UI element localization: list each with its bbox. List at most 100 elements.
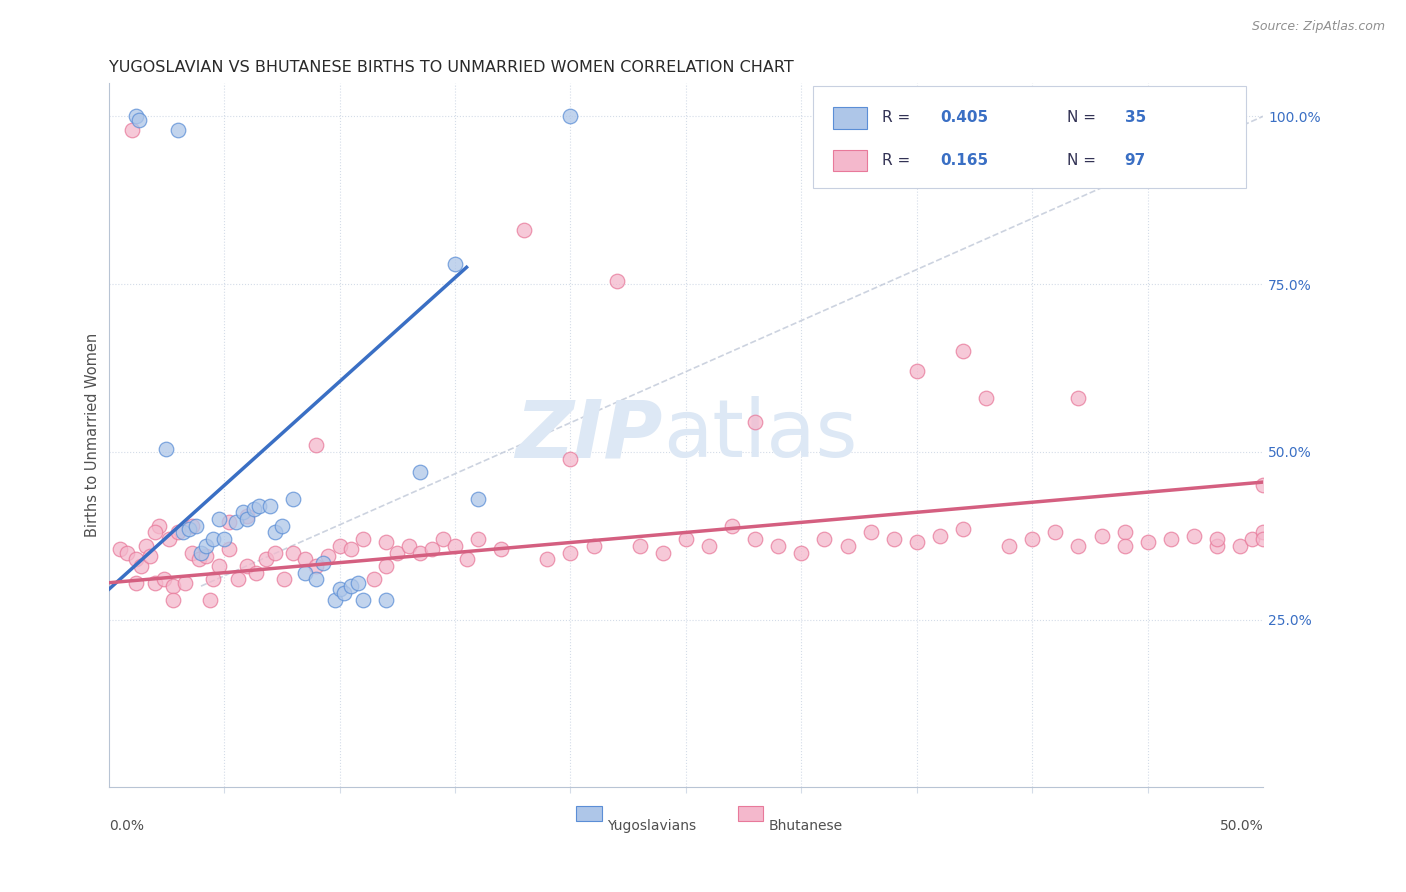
Point bbox=[1045, 525, 1067, 540]
Point bbox=[312, 556, 335, 570]
Point bbox=[744, 532, 766, 546]
Point bbox=[1114, 525, 1136, 540]
Text: atlas: atlas bbox=[662, 396, 858, 475]
Point bbox=[108, 542, 131, 557]
Point bbox=[236, 508, 259, 523]
Point bbox=[1160, 532, 1182, 546]
Point bbox=[247, 499, 270, 513]
Point bbox=[467, 532, 489, 546]
Point bbox=[560, 451, 582, 466]
Point bbox=[162, 579, 184, 593]
Point bbox=[115, 545, 138, 559]
Point bbox=[1240, 532, 1263, 546]
Point bbox=[128, 112, 150, 127]
FancyBboxPatch shape bbox=[832, 107, 868, 128]
Point bbox=[143, 525, 166, 540]
Point bbox=[398, 539, 420, 553]
Point bbox=[305, 573, 328, 587]
Point bbox=[536, 552, 558, 566]
Point bbox=[186, 518, 208, 533]
Text: R =: R = bbox=[882, 153, 920, 168]
Text: 97: 97 bbox=[1125, 153, 1146, 168]
Point bbox=[148, 518, 170, 533]
Point bbox=[1090, 529, 1112, 543]
Text: 0.0%: 0.0% bbox=[108, 819, 143, 833]
Point bbox=[173, 575, 195, 590]
Text: 35: 35 bbox=[1125, 111, 1146, 126]
Text: R =: R = bbox=[882, 111, 915, 126]
Point bbox=[283, 491, 305, 506]
Point bbox=[340, 579, 363, 593]
Point bbox=[905, 535, 928, 549]
Point bbox=[180, 518, 202, 533]
Point bbox=[208, 512, 231, 526]
Point bbox=[153, 573, 176, 587]
Text: N =: N = bbox=[1067, 153, 1101, 168]
Text: N =: N = bbox=[1067, 111, 1101, 126]
Point bbox=[998, 539, 1021, 553]
Point bbox=[157, 532, 180, 546]
Point bbox=[697, 539, 720, 553]
Point bbox=[859, 525, 882, 540]
Point bbox=[513, 223, 536, 237]
Point bbox=[294, 552, 316, 566]
Text: 50.0%: 50.0% bbox=[1219, 819, 1263, 833]
Point bbox=[582, 539, 605, 553]
Point bbox=[560, 109, 582, 123]
Point bbox=[489, 542, 512, 557]
Point bbox=[323, 592, 346, 607]
Point bbox=[167, 122, 190, 136]
FancyBboxPatch shape bbox=[738, 805, 763, 822]
Text: 0.165: 0.165 bbox=[941, 153, 988, 168]
Point bbox=[456, 552, 478, 566]
Point bbox=[121, 122, 143, 136]
Point bbox=[340, 542, 363, 557]
Point bbox=[212, 532, 235, 546]
Point bbox=[409, 465, 432, 479]
Point bbox=[125, 552, 148, 566]
Point bbox=[1251, 525, 1274, 540]
Point bbox=[305, 438, 328, 452]
Point bbox=[837, 539, 859, 553]
Point bbox=[374, 535, 396, 549]
Point bbox=[1251, 532, 1274, 546]
Text: 0.405: 0.405 bbox=[941, 111, 988, 126]
Point bbox=[420, 542, 443, 557]
FancyBboxPatch shape bbox=[832, 150, 868, 170]
Point bbox=[125, 575, 148, 590]
Point bbox=[1251, 478, 1274, 492]
Point bbox=[409, 545, 432, 559]
Point bbox=[628, 539, 651, 553]
Point bbox=[264, 525, 287, 540]
Point bbox=[316, 549, 339, 563]
Point bbox=[201, 532, 224, 546]
Point bbox=[560, 545, 582, 559]
Text: Bhutanese: Bhutanese bbox=[769, 819, 844, 833]
Point bbox=[179, 522, 201, 536]
Point bbox=[1229, 539, 1251, 553]
Point bbox=[270, 518, 292, 533]
Point bbox=[1067, 391, 1090, 405]
Point bbox=[929, 529, 952, 543]
Point bbox=[218, 542, 240, 557]
Point bbox=[236, 512, 259, 526]
Point bbox=[768, 539, 790, 553]
Point bbox=[155, 442, 177, 456]
Point bbox=[236, 559, 259, 574]
Point bbox=[1021, 532, 1043, 546]
FancyBboxPatch shape bbox=[576, 805, 602, 822]
Point bbox=[1206, 539, 1229, 553]
Point bbox=[218, 516, 240, 530]
Point bbox=[208, 559, 231, 574]
Point bbox=[245, 566, 267, 580]
Point bbox=[444, 539, 467, 553]
Point bbox=[180, 545, 202, 559]
Point bbox=[790, 545, 813, 559]
Point bbox=[952, 522, 974, 536]
Point bbox=[387, 545, 409, 559]
Point bbox=[243, 502, 266, 516]
Point bbox=[259, 499, 281, 513]
Point bbox=[187, 552, 209, 566]
Point bbox=[226, 573, 249, 587]
Point bbox=[264, 545, 287, 559]
